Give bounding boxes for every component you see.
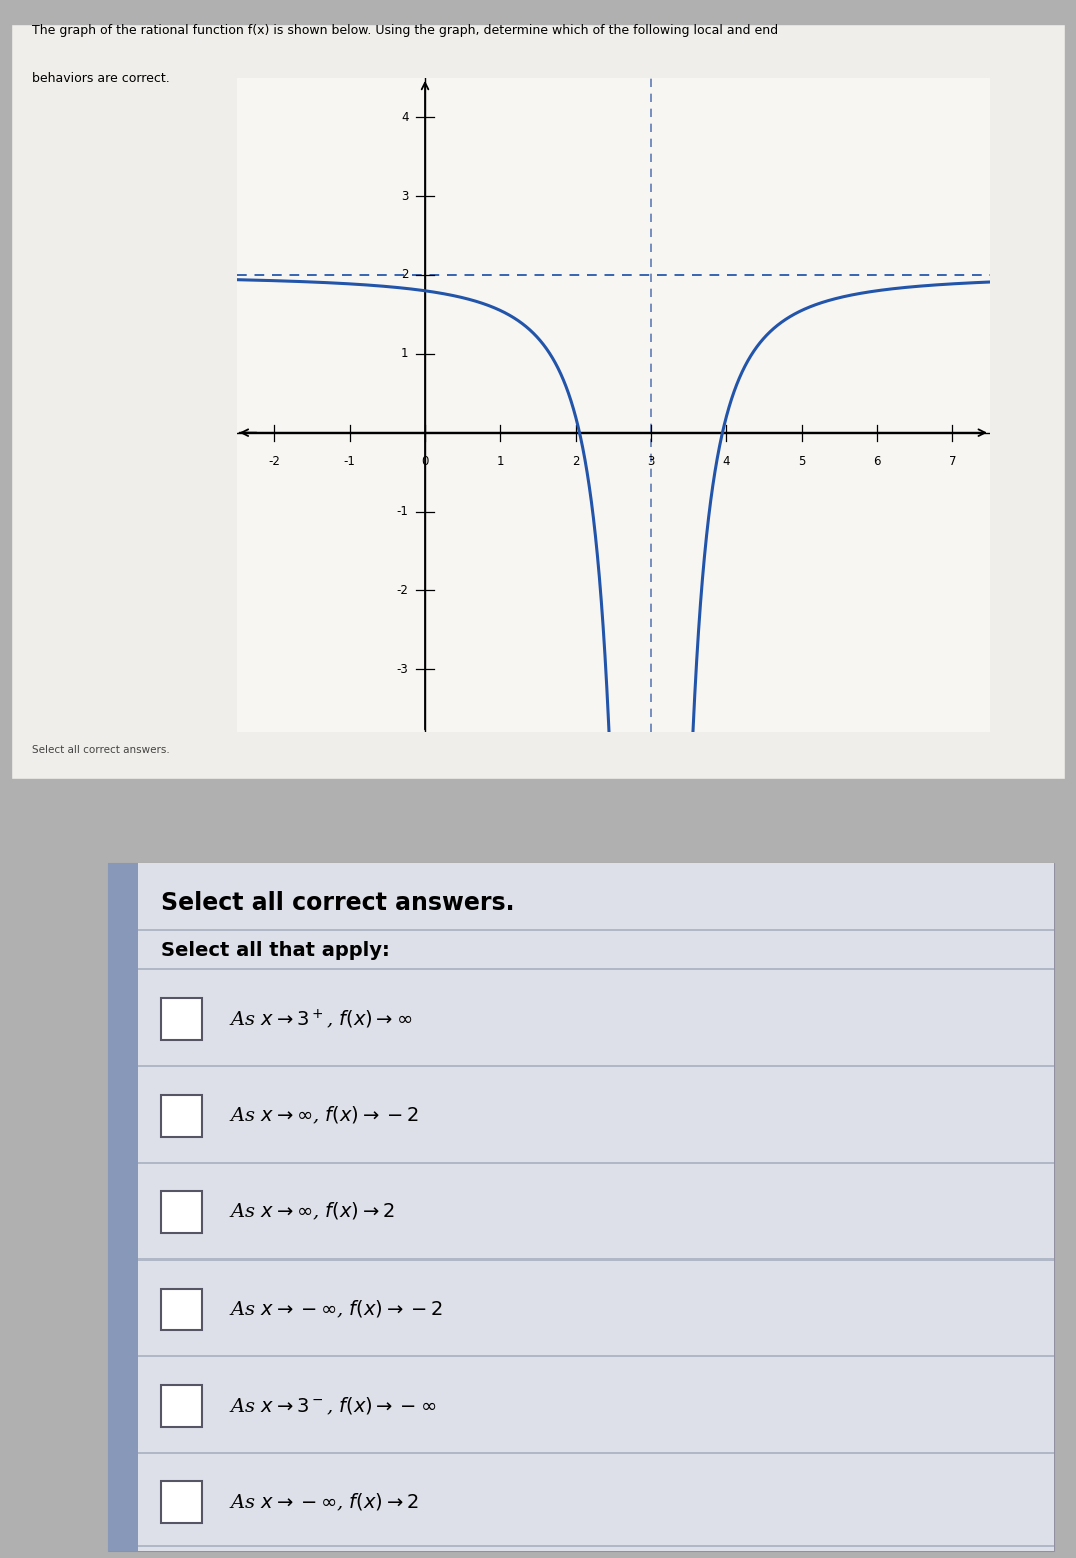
Bar	[161, 1288, 202, 1331]
Text: -1: -1	[397, 505, 409, 517]
Text: As $x \rightarrow \infty$, $f(x) \rightarrow -2$: As $x \rightarrow \infty$, $f(x) \righta…	[229, 1105, 419, 1126]
Bar	[108, 863, 1054, 1550]
Text: As $x \rightarrow -\infty$, $f(x) \rightarrow 2$: As $x \rightarrow -\infty$, $f(x) \right…	[229, 1491, 419, 1513]
Text: 3: 3	[648, 455, 654, 467]
Text: -3: -3	[397, 662, 409, 676]
Bar	[138, 863, 1054, 1550]
Bar	[161, 1190, 202, 1232]
Text: As $x \rightarrow -\infty$, $f(x) \rightarrow -2$: As $x \rightarrow -\infty$, $f(x) \right…	[229, 1299, 443, 1320]
Text: The graph of the rational function f(x) is shown below. Using the graph, determi: The graph of the rational function f(x) …	[32, 23, 778, 37]
Text: As $x \rightarrow \infty$, $f(x) \rightarrow 2$: As $x \rightarrow \infty$, $f(x) \righta…	[229, 1201, 395, 1223]
Text: -1: -1	[343, 455, 356, 467]
Text: 4: 4	[401, 111, 409, 123]
Bar	[138, 1162, 1054, 1164]
Text: 7: 7	[949, 455, 955, 467]
Text: 2: 2	[572, 455, 579, 467]
Bar	[138, 1452, 1054, 1454]
Text: behaviors are correct.: behaviors are correct.	[32, 72, 170, 84]
Text: Select all correct answers.: Select all correct answers.	[32, 745, 170, 756]
Text: -2: -2	[268, 455, 281, 467]
Text: 1: 1	[401, 347, 409, 360]
Text: As $x \rightarrow 3^+$, $f(x) \rightarrow \infty$: As $x \rightarrow 3^+$, $f(x) \rightarro…	[229, 1008, 412, 1031]
Text: Select all correct answers.: Select all correct answers.	[161, 891, 515, 916]
Bar	[108, 863, 138, 1550]
Bar	[161, 999, 202, 1039]
Bar	[161, 1385, 202, 1427]
Bar	[138, 1259, 1054, 1260]
Text: Select all that apply:: Select all that apply:	[161, 941, 391, 960]
Bar	[138, 1355, 1054, 1357]
Bar	[138, 1066, 1054, 1067]
Bar	[161, 1095, 202, 1137]
Text: 4: 4	[723, 455, 730, 467]
Text: 0: 0	[422, 455, 428, 467]
Text: 1: 1	[497, 455, 504, 467]
Text: -2: -2	[397, 584, 409, 597]
Text: 5: 5	[798, 455, 805, 467]
Text: As $x \rightarrow 3^-$, $f(x) \rightarrow -\infty$: As $x \rightarrow 3^-$, $f(x) \rightarro…	[229, 1396, 437, 1416]
Text: 3: 3	[401, 190, 409, 203]
Bar	[138, 968, 1054, 971]
Text: 2: 2	[401, 268, 409, 282]
Text: 6: 6	[874, 455, 880, 467]
Bar	[138, 1546, 1054, 1547]
Bar	[161, 1482, 202, 1522]
Bar	[138, 929, 1054, 932]
